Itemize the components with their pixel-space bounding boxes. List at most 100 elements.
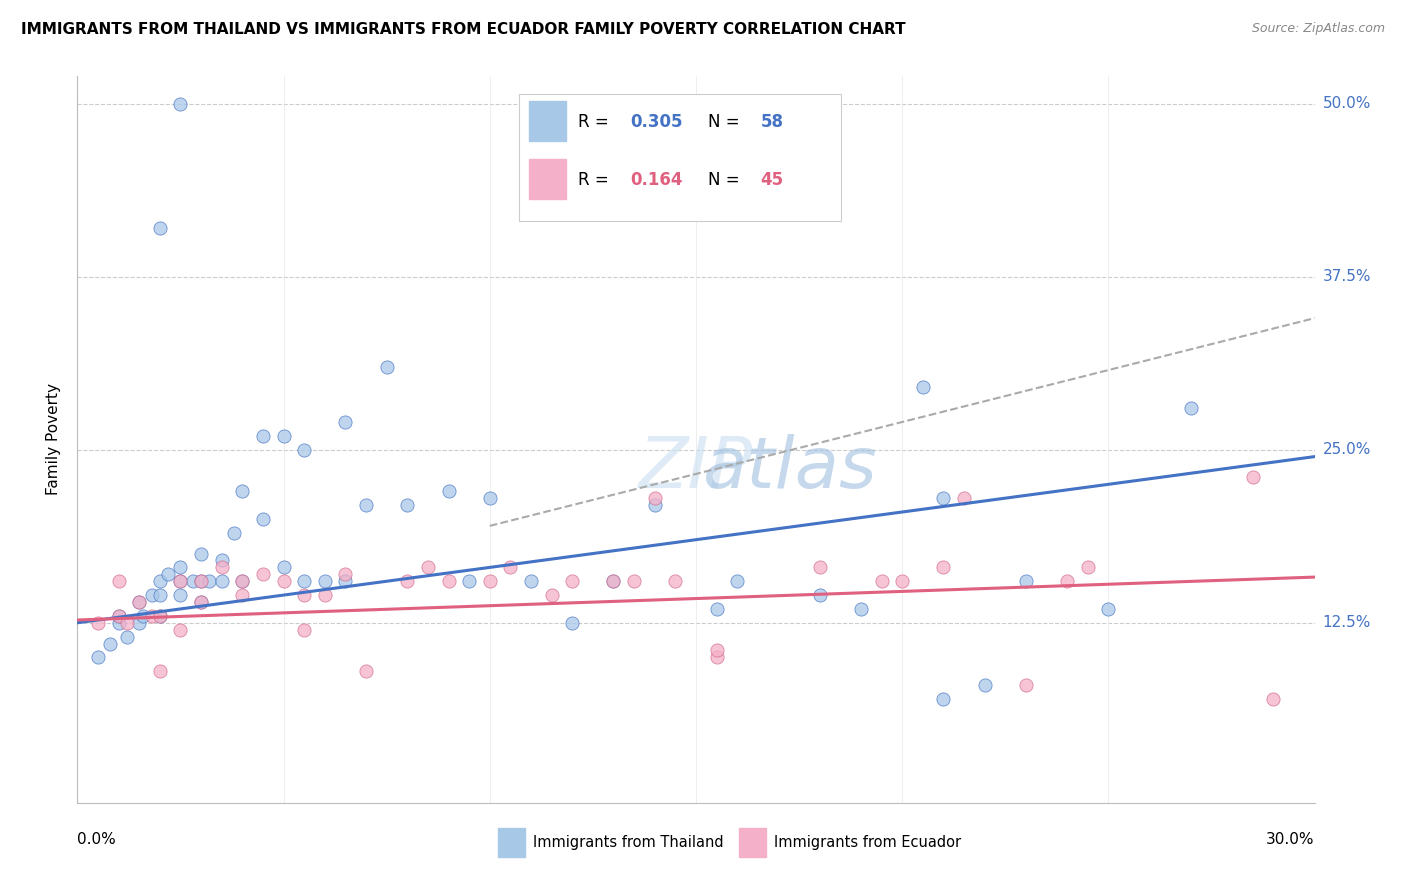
Point [211, 560, 233, 574]
Text: Immigrants from Thailand: Immigrants from Thailand [533, 835, 723, 850]
Point [725, 574, 748, 589]
Bar [498, 829, 526, 857]
Point [273, 574, 295, 589]
Point [561, 615, 583, 630]
Text: R =: R = [578, 112, 614, 130]
Text: ZIP: ZIP [638, 434, 754, 503]
Point [706, 602, 728, 616]
Point [953, 491, 976, 505]
Point [169, 623, 191, 637]
Point [169, 574, 191, 589]
Point [375, 359, 398, 374]
Point [437, 574, 460, 589]
Point [292, 442, 315, 457]
Point [478, 574, 501, 589]
Y-axis label: Family Poverty: Family Poverty [46, 384, 62, 495]
Point [115, 630, 138, 644]
Point [664, 574, 686, 589]
Point [157, 567, 180, 582]
Point [292, 588, 315, 602]
Point [231, 574, 253, 589]
Point [107, 574, 129, 589]
Point [520, 574, 543, 589]
Point [198, 574, 221, 589]
Point [437, 484, 460, 499]
Point [190, 547, 212, 561]
Point [149, 608, 172, 623]
Point [231, 484, 253, 499]
Point [849, 602, 872, 616]
Point [128, 595, 150, 609]
Point [107, 615, 129, 630]
Point [561, 574, 583, 589]
Point [891, 574, 914, 589]
Point [396, 574, 419, 589]
Point [169, 560, 191, 574]
Text: IMMIGRANTS FROM THAILAND VS IMMIGRANTS FROM ECUADOR FAMILY POVERTY CORRELATION C: IMMIGRANTS FROM THAILAND VS IMMIGRANTS F… [21, 22, 905, 37]
Point [623, 574, 645, 589]
Point [354, 665, 377, 679]
Text: R =: R = [578, 170, 614, 189]
Point [602, 574, 624, 589]
Text: 50.0%: 50.0% [1323, 96, 1371, 111]
Point [1077, 560, 1099, 574]
Point [1097, 602, 1119, 616]
Text: 45: 45 [761, 170, 783, 189]
Point [335, 567, 357, 582]
Point [644, 498, 666, 512]
Point [478, 491, 501, 505]
Text: 25.0%: 25.0% [1323, 442, 1371, 458]
Point [706, 643, 728, 657]
Point [1241, 470, 1264, 484]
Point [314, 588, 336, 602]
Point [314, 574, 336, 589]
Point [190, 574, 212, 589]
Point [190, 574, 212, 589]
Point [128, 595, 150, 609]
Point [932, 560, 955, 574]
Text: atlas: atlas [702, 434, 877, 503]
Point [211, 574, 233, 589]
Point [354, 498, 377, 512]
Point [252, 512, 274, 526]
Point [1015, 574, 1038, 589]
Bar [740, 829, 766, 857]
Point [149, 665, 172, 679]
Text: 0.305: 0.305 [630, 112, 683, 130]
Point [335, 574, 357, 589]
Point [808, 588, 831, 602]
Point [1180, 401, 1202, 416]
Point [141, 608, 163, 623]
Point [973, 678, 995, 692]
Point [132, 608, 155, 623]
Point [141, 588, 163, 602]
Point [169, 588, 191, 602]
Text: 12.5%: 12.5% [1323, 615, 1371, 631]
Point [252, 567, 274, 582]
Text: 58: 58 [761, 112, 783, 130]
Point [870, 574, 893, 589]
Point [87, 615, 110, 630]
Point [169, 96, 191, 111]
Point [292, 574, 315, 589]
Point [107, 608, 129, 623]
Text: 0.0%: 0.0% [77, 832, 117, 847]
FancyBboxPatch shape [519, 94, 841, 221]
Point [231, 574, 253, 589]
Point [540, 588, 562, 602]
Point [252, 429, 274, 443]
Text: 0.164: 0.164 [630, 170, 683, 189]
Point [128, 615, 150, 630]
Point [149, 608, 172, 623]
Text: N =: N = [709, 112, 745, 130]
Point [211, 553, 233, 567]
Point [181, 574, 204, 589]
Text: N =: N = [709, 170, 745, 189]
Point [335, 415, 357, 429]
Point [644, 491, 666, 505]
Point [190, 595, 212, 609]
Text: 37.5%: 37.5% [1323, 269, 1371, 285]
Point [231, 588, 253, 602]
Point [149, 574, 172, 589]
Point [292, 623, 315, 637]
